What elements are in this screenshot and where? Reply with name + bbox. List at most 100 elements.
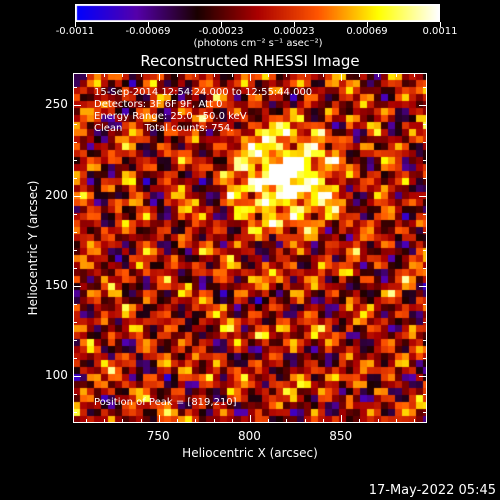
x-tick-mark-top [341,73,343,81]
x-tick-mark-top [359,73,361,77]
x-tick-mark [231,419,233,423]
y-tick-mark [73,394,77,396]
y-tick-mark [73,285,81,287]
y-tick-mark [73,249,77,251]
colorbar-tick [148,22,149,27]
y-tick-mark [73,87,77,89]
x-tick-mark-top [414,73,416,77]
colorbar-tick-label: 0.00023 [273,26,315,37]
y-tick-mark-right [423,123,427,125]
y-tick-mark-right [423,231,427,233]
y-tick-mark [73,412,77,414]
y-tick-mark [73,159,77,161]
y-axis-label: Heliocentric Y (arcsec) [26,180,40,316]
y-tick-label: 250 [45,97,68,112]
x-tick-mark [322,419,324,423]
timestamp: 17-May-2022 05:45 [368,483,496,498]
colorbar-tick-label: -0.00023 [198,26,244,37]
x-tick-label: 800 [238,429,261,443]
y-tick-mark-right [423,321,427,323]
y-tick-mark-right [423,412,427,414]
annotation-energy: Energy Range: 25.0 - 50.0 keV [94,111,247,122]
y-tick-mark-right [419,376,427,378]
x-tick-mark-top [104,73,106,77]
y-tick-mark [73,123,77,125]
x-tick-mark [122,419,124,423]
y-tick-mark-right [419,195,427,197]
x-tick-mark [341,415,343,423]
y-tick-mark [73,267,77,269]
y-tick-mark [73,340,77,341]
x-tick-mark-top [377,73,379,77]
y-tick-mark [73,105,81,107]
y-tick-mark-right [423,267,427,269]
colorbar-tick [367,22,368,27]
x-tick-mark-top [250,73,251,81]
y-tick-mark-right [423,303,427,305]
y-tick-mark [73,321,77,323]
y-tick-mark [73,358,77,360]
y-tick-mark-right [423,141,427,143]
colorbar-tick-label: -0.0011 [55,26,95,37]
x-tick-mark-top [213,73,215,77]
colorbar-unit-label: (photons cm⁻² s⁻¹ asec⁻²) [193,38,323,49]
colorbar-tick [75,22,76,27]
annotation-peak-position: Position of Peak = [819,210] [94,397,237,408]
colorbar-tick-label: 0.00069 [346,26,388,37]
heatmap-image [73,73,427,423]
y-tick-mark-right [423,394,427,396]
y-tick-mark [73,177,77,179]
x-tick-mark [158,415,160,423]
x-tick-mark [250,415,251,423]
x-tick-mark [85,419,87,423]
x-tick-mark-top [158,73,160,81]
x-tick-mark [414,419,416,423]
x-tick-mark-top [268,73,270,77]
x-tick-label: 750 [146,429,170,443]
y-tick-label: 200 [45,187,68,202]
x-tick-mark [395,419,397,423]
x-tick-mark [213,419,215,423]
y-tick-mark [73,231,77,233]
x-tick-mark [140,419,142,423]
heatmap-plot [73,73,427,423]
x-tick-mark-top [304,73,306,77]
y-tick-label: 150 [45,277,68,292]
x-tick-mark [195,419,197,423]
colorbar-tick-label: 0.0011 [422,26,458,37]
y-tick-mark [73,213,77,215]
y-tick-label: 100 [45,368,68,383]
colorbar-tick [221,22,222,27]
y-tick-mark [73,195,81,197]
x-tick-mark [359,419,361,423]
x-tick-mark-top [231,73,233,77]
colorbar-gradient [75,4,440,22]
x-tick-mark [268,419,270,423]
y-tick-mark [73,376,81,378]
x-tick-mark [304,419,306,423]
annotation-time-range: 15-Sep-2014 12:54:24.000 to 12:55:44.000 [94,87,313,98]
annotation-detectors: Detectors: 3F 6F 9F, Att 0 [94,99,223,110]
y-tick-mark-right [423,213,427,215]
x-tick-mark-top [177,73,178,77]
x-tick-mark-top [395,73,397,77]
x-tick-mark-top [286,73,288,77]
y-tick-mark-right [423,159,427,161]
x-axis-label: Heliocentric X (arcsec) [182,446,318,460]
y-tick-mark-right [419,105,427,107]
y-tick-mark-right [419,285,427,287]
y-tick-mark-right [423,177,427,179]
x-tick-mark-top [122,73,124,77]
x-tick-mark [286,419,288,423]
y-tick-mark-right [423,340,427,341]
y-tick-mark-right [423,358,427,360]
y-tick-mark-right [423,87,427,89]
x-tick-mark-top [85,73,87,77]
x-tick-mark-top [140,73,142,77]
x-tick-mark-top [322,73,324,77]
colorbar-tick-label: -0.00069 [125,26,171,37]
chart-title: Reconstructed RHESSI Image [140,52,360,70]
y-tick-mark [73,141,77,143]
y-tick-mark [73,303,77,305]
y-tick-mark-right [423,249,427,251]
